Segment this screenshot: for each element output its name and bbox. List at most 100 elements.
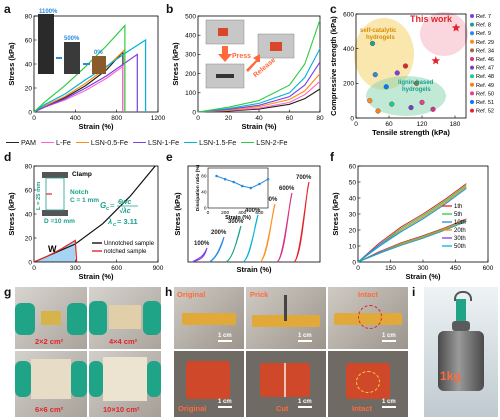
chart-f-series-20th	[357, 186, 467, 263]
chart-e-inset-point	[215, 174, 218, 178]
chart-f-series-unload-50th	[357, 221, 467, 263]
chart-e-inset-point	[266, 177, 270, 181]
legend-item: L-Fe	[41, 138, 71, 147]
chart-d-ytick-label: 20	[25, 235, 33, 242]
chart-f-series-unload-1th	[357, 218, 467, 263]
inset-b-sample-2	[216, 74, 234, 78]
legend-swatch	[184, 141, 198, 143]
chart-b-xtick-label: 60	[286, 115, 294, 122]
chart-d-xtick-label: 900	[153, 265, 164, 272]
chart-f-legend-label: 20th	[454, 228, 466, 234]
legend-swatch	[132, 141, 146, 143]
photo-h-bottom-3-scale-label: 1 cm	[382, 399, 396, 405]
photo-h-bottom-3: Intact 1 cm	[328, 351, 408, 417]
chart-c-point-this-work	[431, 56, 440, 65]
chart-c-legend-label: Ref. 48	[476, 74, 494, 80]
panel-label-a: a	[4, 2, 11, 16]
chart-d-svg: 0 300 600 900 0 20 40 60 80 Strain (%) Stress (kPa…	[7, 163, 164, 281]
chart-f-ytick-label: 50	[349, 179, 357, 186]
chart-d-clamp-label: Clamp	[72, 171, 92, 178]
chart-c-legend-label: Ref. 46	[476, 57, 494, 63]
panel-label-d: d	[4, 150, 12, 164]
chart-c-legend-label: Ref. 52	[476, 109, 494, 115]
chart-a-xtick-label: 0	[32, 115, 36, 122]
chart-e-inset-ylabel: Dissipation ratio (%)	[195, 164, 201, 211]
chart-c-point-Ref47	[430, 106, 436, 112]
chart-f-legend-label: 10th	[454, 220, 466, 226]
chart-c-legend-label: Ref. 7	[476, 14, 491, 20]
chart-e-loop	[208, 236, 225, 263]
inset-a-label-3: 0%	[94, 50, 103, 56]
inset-b-press-label: Press	[232, 53, 251, 60]
chart-f-ytick-label: 30	[349, 211, 357, 218]
chart-f-series-10th	[357, 186, 467, 263]
chart-e-inset-xtick-label: 600	[255, 210, 263, 216]
chart-c-thiswork-region	[420, 12, 468, 56]
chart-c-frame	[355, 13, 467, 119]
chart-a-ytick-label: 80	[25, 13, 33, 20]
photo-h-top-1-label: Original	[177, 290, 206, 299]
chart-d-w-label: W	[48, 244, 57, 254]
photo-g-4-caption: 10×10 cm²	[103, 405, 140, 414]
legend-label: LSN-2-Fe	[256, 137, 288, 147]
chart-e-curve-label: 700%	[296, 175, 312, 181]
chart-b-ytick-label: 300	[185, 52, 196, 59]
photo-h-top-2-scale-label: 1 cm	[298, 333, 312, 339]
inset-a-sample-1	[38, 14, 54, 74]
photo-g-2: 4×4 cm²	[89, 287, 161, 349]
chart-b-ytick-label: 100	[185, 90, 196, 97]
photo-h-top-1-scale: 1 cm	[218, 333, 232, 342]
chart-d: 0 300 600 900 0 20 40 60 80 Strain (%) Stress (kPa…	[0, 148, 170, 283]
chart-c-point-Ref46	[413, 80, 420, 86]
chart-c-legend-label: Ref. 8	[476, 23, 491, 29]
legend-item: LSN-2-Fe	[241, 138, 287, 147]
chart-e-inset-point	[258, 182, 261, 186]
chart-e-loop	[225, 225, 242, 263]
chart-c-legend-marker	[470, 22, 474, 27]
chart-e-curve-label: 500%	[262, 197, 278, 203]
chart-d-lambda-value: = 3.11	[117, 217, 138, 226]
chart-e-loop	[242, 214, 259, 263]
chart-f-ytick-label: 10	[349, 243, 357, 250]
chart-c-point-Ref29	[372, 72, 378, 78]
chart-d-ylabel: Stress (kPa)	[7, 192, 16, 236]
chart-a-svg: 0 400 800 1200 0 20 40 60 80 Strain (%) Stress (kP…	[7, 9, 166, 131]
chart-c-legend-marker	[470, 57, 474, 61]
legend-label: L-Fe	[56, 137, 71, 147]
chart-d-lambda-sub: c	[113, 222, 116, 228]
chart-e-inset-xtick-label: 200	[221, 210, 229, 216]
chart-a-series-LSN-2-Fe	[33, 24, 126, 113]
chart-d-xtick-label: 600	[111, 265, 122, 272]
chart-c-point-Ref49	[389, 101, 395, 107]
panel-label-h: h	[165, 285, 173, 299]
chart-c-point-Ref34	[367, 98, 373, 104]
chart-e-curve-label: 100%	[194, 241, 210, 247]
photo-h-top-2-label: Prick	[250, 290, 269, 299]
chart-e-loop	[293, 181, 310, 263]
chart-d-formula-den: √λc	[119, 207, 131, 215]
chart-d-legend-label-1: Unnotched sample	[104, 241, 155, 247]
inset-a-label-1: 1100%	[39, 9, 58, 15]
chart-a-ylabel: Stress (kPa)	[7, 42, 16, 86]
photo-h-bottom-3-label: Intact	[352, 404, 373, 413]
chart-a-series-LSN-1-Fe	[33, 53, 138, 113]
chart-a-ytick-label: 60	[25, 37, 33, 44]
chart-c-legend-label: Ref. 29	[476, 40, 494, 46]
photo-g-4: 10×10 cm²	[89, 351, 161, 417]
chart-a-xtick-label: 800	[111, 115, 122, 122]
chart-d-formula-sub: c	[106, 206, 109, 212]
chart-c-legend: Ref. 7 Ref. 8 Ref. 9 Ref. 29 Ref. 34 Ref. 46 R…	[470, 14, 494, 115]
chart-c-legend-marker	[470, 74, 474, 79]
chart-e-ylabel: Stress (kPa)	[173, 192, 182, 236]
chart-b-xtick-label: 0	[196, 115, 200, 122]
chart-b-svg: 0 20 40 60 80 0 100 200 300 400 500 Strain (%) Stres…	[171, 13, 324, 131]
chart-d-formula-lhs: G	[100, 201, 106, 210]
legend-item: PAM	[6, 138, 36, 147]
chart-c-legend-marker	[470, 100, 474, 104]
chart-d-d-value: D =10 mm	[44, 218, 75, 225]
inset-b-sample-1	[218, 28, 228, 36]
chart-c-ytick-label: 600	[343, 11, 354, 18]
chart-a-xlabel: Strain (%)	[78, 122, 114, 131]
chart-b-ylabel: Stress (kPa)	[171, 42, 180, 86]
